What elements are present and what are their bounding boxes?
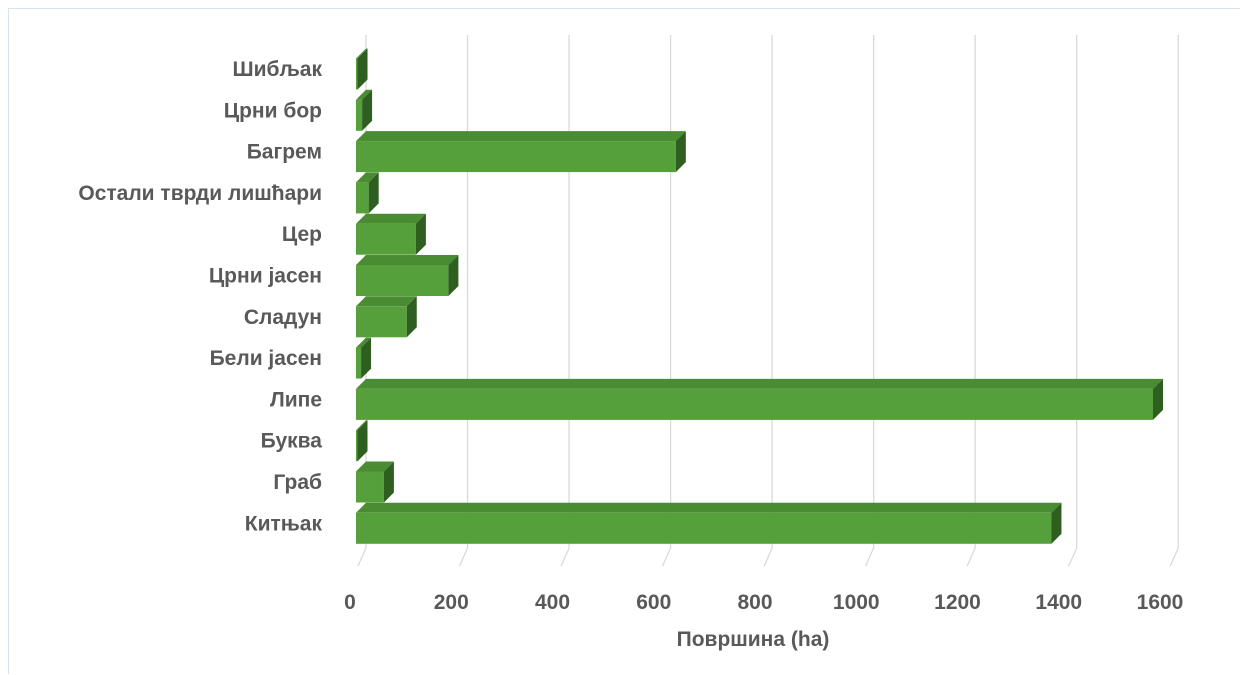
bar bbox=[356, 255, 459, 296]
bar-front-face bbox=[356, 388, 1153, 420]
bar-front-face bbox=[356, 471, 384, 503]
x-tick-labels: 0 200 400 600 800 1000 1200 1400 1600 bbox=[344, 591, 1183, 614]
bar-side-face bbox=[448, 255, 459, 296]
x-tick-label: 1200 bbox=[934, 591, 981, 614]
bar-top-face bbox=[356, 89, 373, 100]
x-tick-label: 0 bbox=[344, 591, 356, 614]
x-axis-title: Површина (ha) bbox=[677, 628, 830, 651]
bar-side-face bbox=[1051, 502, 1062, 544]
gridline-floor bbox=[966, 547, 976, 567]
bar-top-face bbox=[356, 255, 459, 265]
category-label: Шибљак bbox=[232, 58, 322, 81]
category-label: Црни јасен bbox=[209, 265, 322, 288]
bar bbox=[356, 89, 373, 131]
bar-front-face bbox=[356, 265, 449, 296]
category-label: Сладун bbox=[244, 306, 322, 329]
bar bbox=[356, 172, 379, 214]
bar-front-face bbox=[356, 58, 358, 90]
x-tick-label: 1600 bbox=[1137, 591, 1184, 614]
bar bbox=[356, 461, 394, 503]
gridline-floor bbox=[1169, 547, 1179, 567]
bar-top-face bbox=[356, 48, 368, 59]
gridline-floor bbox=[560, 547, 570, 567]
category-label: Остали тврди лишћари bbox=[78, 182, 322, 205]
bar bbox=[356, 502, 1062, 544]
bar-top-face bbox=[356, 502, 1062, 513]
gridline-floor bbox=[661, 547, 672, 567]
bar-front-face bbox=[356, 182, 369, 214]
x-tick-label: 200 bbox=[434, 591, 469, 614]
bar-top-face bbox=[356, 172, 379, 183]
bar-front-face bbox=[356, 99, 363, 131]
bar bbox=[356, 337, 372, 379]
bar bbox=[356, 131, 686, 173]
bar bbox=[356, 48, 368, 90]
x-tick-label: 400 bbox=[535, 591, 570, 614]
bar-side-face bbox=[362, 89, 373, 131]
x-tick-label: 1000 bbox=[833, 591, 880, 614]
category-labels: Шибљак Црни бор Багрем Остали тврди лишћари… bbox=[78, 58, 322, 535]
category-label: Бели јасен bbox=[210, 347, 322, 370]
bar-front-face bbox=[356, 141, 676, 173]
category-label: Црни бор bbox=[224, 99, 322, 122]
gridline-floor bbox=[357, 547, 367, 567]
bar-side-face bbox=[361, 337, 372, 379]
category-label: Багрем bbox=[247, 141, 322, 164]
chart-frame bbox=[8, 8, 1240, 674]
bar-top-face bbox=[356, 213, 426, 224]
bars bbox=[356, 48, 1163, 544]
bar bbox=[356, 213, 426, 255]
bar-side-face bbox=[383, 461, 394, 503]
bar-front-face bbox=[356, 306, 407, 338]
gridline-floor bbox=[763, 547, 773, 567]
gridline-floor bbox=[865, 547, 875, 567]
category-label: Буква bbox=[261, 430, 323, 453]
bar bbox=[356, 378, 1163, 420]
bar-side-face bbox=[357, 48, 368, 90]
gridline-floor bbox=[1068, 547, 1078, 567]
category-label: Китњак bbox=[245, 512, 323, 535]
bar-top-face bbox=[356, 420, 368, 431]
bar-top-face bbox=[356, 337, 372, 348]
bar-top-face bbox=[356, 461, 394, 472]
bar-side-face bbox=[368, 172, 379, 214]
category-label: Граб bbox=[273, 471, 322, 494]
x-tick-label: 1400 bbox=[1035, 591, 1082, 614]
x-tick-label: 800 bbox=[737, 591, 772, 614]
gridlines bbox=[357, 35, 1179, 567]
bar-top-face bbox=[356, 378, 1163, 389]
bar-side-face bbox=[415, 213, 426, 255]
bar-front-face bbox=[356, 347, 362, 379]
bar-top-face bbox=[356, 131, 686, 142]
bar-side-face bbox=[675, 131, 686, 173]
bar-side-face bbox=[357, 420, 368, 462]
bar-side-face bbox=[1153, 378, 1163, 420]
bar-front-face bbox=[356, 223, 416, 255]
x-tick-label: 600 bbox=[636, 591, 671, 614]
bar-top-face bbox=[356, 296, 417, 307]
gridline-floor bbox=[458, 547, 469, 567]
bar-front-face bbox=[356, 512, 1052, 544]
category-label: Липе bbox=[270, 388, 322, 411]
bar bbox=[356, 420, 368, 462]
bar bbox=[356, 296, 417, 338]
category-label: Цер bbox=[282, 223, 322, 246]
bar-side-face bbox=[406, 296, 417, 338]
bar-front-face bbox=[356, 430, 358, 462]
